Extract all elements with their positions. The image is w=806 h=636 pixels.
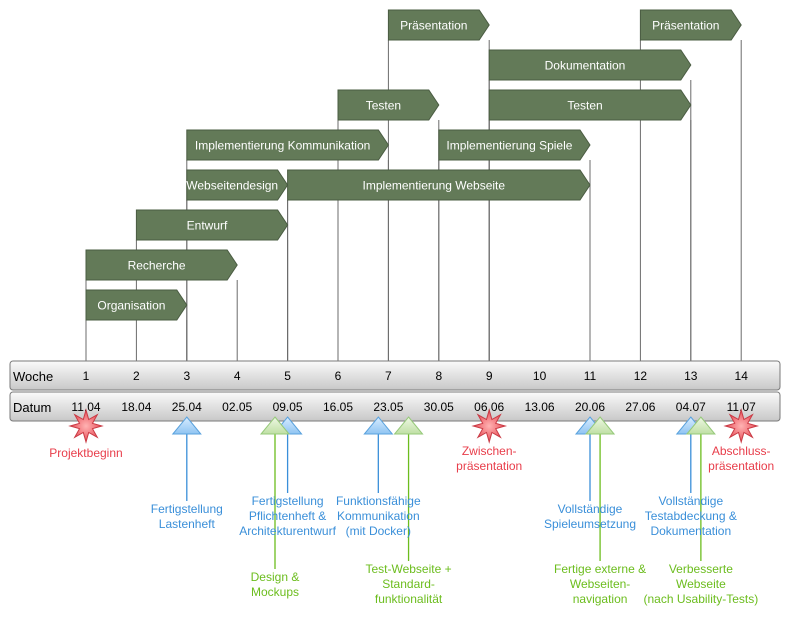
week-number: 10 [533,369,547,383]
task-bar [337,89,440,121]
milestone-label: Fertigstellung [252,494,324,508]
week-number: 7 [385,369,392,383]
task-label: Implementierung Webseite [363,179,506,193]
milestone-label: Standard- [382,577,435,591]
milestone-label: Kommunikation [337,509,420,523]
milestone-label: (mit Docker) [346,524,411,538]
week-number: 13 [684,369,698,383]
date-row-label: Datum [13,400,51,415]
week-number: 3 [183,369,190,383]
green-triangle-icon [393,416,424,435]
blue-triangle-icon [171,416,202,435]
milestone-label: Mockups [251,585,299,599]
milestone-label: Verbesserte [669,562,733,576]
milestone-label: Dokumentation [650,524,731,538]
task-label: Organisation [97,299,165,313]
milestone-label: (nach Usability-Tests) [644,592,759,606]
date-label: 27.06 [625,400,655,414]
week-number: 4 [234,369,241,383]
green-triangle-icon [585,416,616,435]
milestone-label: Spieleumsetzung [544,517,636,531]
date-label: 20.06 [575,400,605,414]
week-number: 5 [284,369,291,383]
milestone-label: Funktionsfähige [336,494,421,508]
week-number: 14 [735,369,749,383]
date-label: 11.04 [71,400,100,414]
milestone-label: Pflichtenheft & [249,509,326,523]
week-number: 9 [486,369,493,383]
date-label: 23.05 [373,400,403,414]
milestone-label: Zwischen- [462,444,517,458]
task-bar [186,129,390,161]
task-bar [438,129,591,161]
milestone-label: Architekturentwurf [239,524,336,538]
task-label: Testen [567,99,602,113]
milestone-label: Webseite [676,577,726,591]
task-label: Recherche [128,259,186,273]
milestone-label: Testabdeckung & [645,509,737,523]
green-triangle-icon [685,416,716,435]
date-label: 09.05 [273,400,303,414]
red-star-icon [68,408,104,444]
milestone-label: Design & [251,570,300,584]
task-label: Webseitendesign [186,179,278,193]
green-triangle-icon [259,416,291,435]
week-number: 1 [83,369,90,383]
date-label: 11.07 [727,400,756,414]
week-band [9,360,781,391]
milestone-label: Projektbeginn [49,446,122,460]
task-bar [85,289,188,321]
task-bar [186,169,289,201]
week-number: 6 [335,369,342,383]
task-label: Präsentation [400,19,467,33]
milestone-label: Vollständige [558,502,623,516]
task-bar [488,49,692,81]
task-bar [639,9,742,41]
week-row-label: Woche [13,369,53,384]
week-number: 8 [435,369,442,383]
date-label: 06.06 [474,400,504,414]
task-bar [488,89,692,121]
blue-triangle-icon [363,416,394,435]
milestone-label: präsentation [708,459,774,473]
task-label: Implementierung Spiele [446,139,572,153]
milestone-label: Fertige externe & [554,562,646,576]
task-label: Entwurf [187,219,228,233]
milestone-label: präsentation [456,459,522,473]
week-number: 2 [133,369,140,383]
milestone-label: funktionalität [375,592,443,606]
milestone-label: Abschluss- [712,444,771,458]
task-bar [85,249,238,281]
task-label: Präsentation [652,19,719,33]
task-label: Implementierung Kommunikation [195,139,370,153]
date-label: 18.04 [121,400,151,414]
milestone-label: navigation [573,592,628,606]
week-number: 11 [584,369,597,383]
milestone-label: Webseiten- [570,577,630,591]
date-label: 02.05 [222,400,252,414]
red-star-icon [471,408,508,444]
week-number: 12 [634,369,648,383]
date-label: 30.05 [424,400,454,414]
date-label: 16.05 [323,400,353,414]
task-bar [135,209,289,241]
task-label: Dokumentation [545,59,626,73]
date-label: 13.06 [525,400,555,414]
task-label: Testen [366,99,401,113]
date-band [9,391,781,422]
task-bar [287,169,591,201]
task-bar [387,9,490,41]
date-label: 25.04 [172,400,202,414]
milestone-label: Test-Webseite + [365,562,451,576]
milestone-label: Fertigstellung [151,502,223,516]
date-label: 04.07 [676,400,706,414]
milestone-label: Lastenheft [159,517,216,531]
milestone-label: Vollständige [658,494,723,508]
red-star-icon [723,408,760,444]
